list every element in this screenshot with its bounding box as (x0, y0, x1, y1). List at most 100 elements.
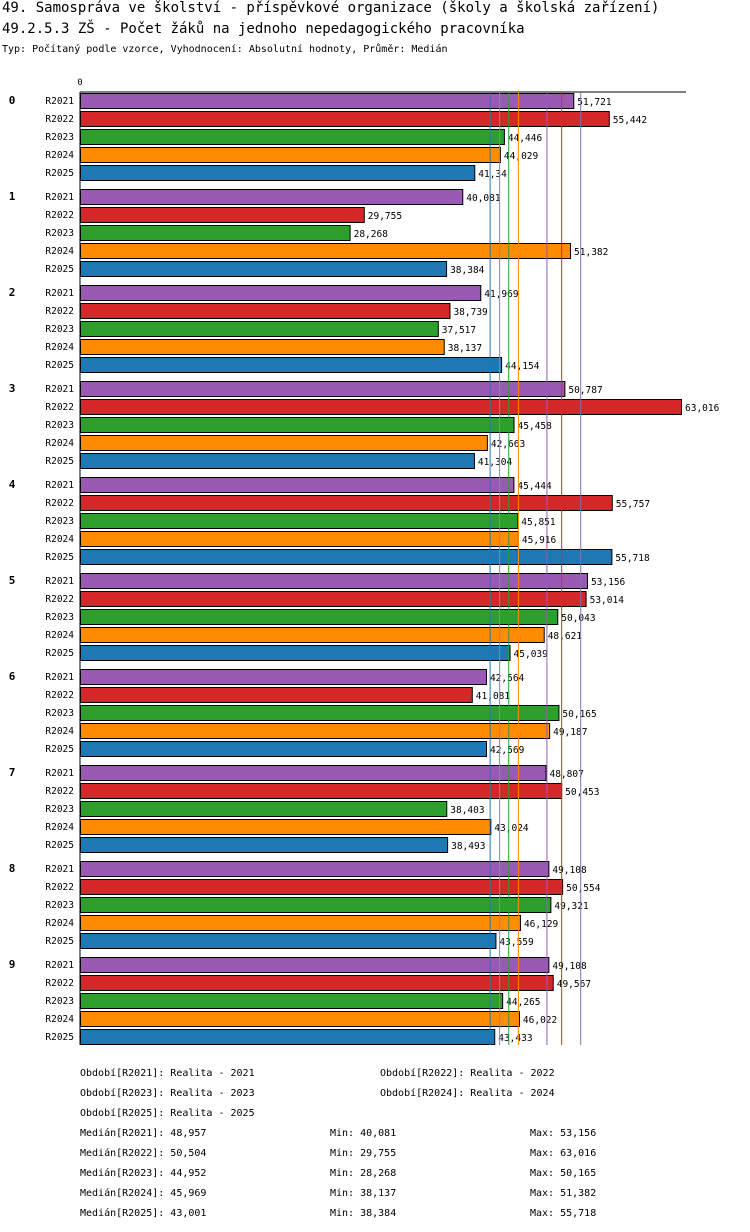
bar-value-label: 45,916 (522, 535, 557, 546)
bar-value-label: 45,444 (517, 481, 552, 492)
row-label: R2023 (45, 420, 74, 431)
bar-value-label: 53,156 (591, 577, 626, 588)
row-label: R2023 (45, 900, 74, 911)
legend-item-r2024: Období[R2024]: Realita - 2024 (380, 1088, 555, 1099)
bar (80, 1029, 496, 1045)
row-label: R2021 (45, 768, 74, 779)
bar-value-label: 43,433 (498, 1033, 532, 1044)
bar (80, 513, 519, 529)
bar-value-label: 63,016 (685, 403, 720, 414)
bar (80, 783, 563, 799)
bar-value-label: 50,165 (562, 709, 596, 720)
group-label: 6 (9, 670, 16, 683)
bar (80, 549, 613, 565)
group-label: 0 (9, 94, 16, 107)
row-label: R2023 (45, 708, 74, 719)
bar (80, 417, 515, 433)
legend-item-r2022: Období[R2022]: Realita - 2022 (380, 1068, 555, 1079)
row-label: R2022 (45, 786, 74, 797)
stat-min-r2024: Min: 38,137 (330, 1188, 397, 1199)
group-label: 7 (9, 766, 16, 779)
bar-value-label: 46,129 (524, 919, 559, 930)
stat-median-r2025: Medián[R2025]: 43,001 (80, 1208, 207, 1219)
row-label: R2024 (45, 726, 74, 737)
row-label: R2021 (45, 192, 74, 203)
row-label: R2021 (45, 864, 74, 875)
stat-max-r2021: Max: 53,156 (530, 1128, 597, 1139)
bar-value-label: 49,108 (552, 865, 587, 876)
group-label: 2 (9, 286, 16, 299)
row-label: R2024 (45, 534, 74, 545)
bar-value-label: 38,384 (450, 265, 485, 276)
row-label: R2022 (45, 690, 74, 701)
row-label: R2022 (45, 882, 74, 893)
stat-median-r2021: Medián[R2021]: 48,957 (80, 1128, 207, 1139)
group-label: 4 (9, 478, 16, 491)
bar-value-label: 44,265 (506, 997, 540, 1008)
bar (80, 573, 588, 589)
row-label: R2025 (45, 456, 74, 467)
bar (80, 381, 566, 397)
bar (80, 1011, 520, 1027)
bar-value-label: 53,014 (590, 595, 625, 606)
chart-meta: Typ: Počítaný podle vzorce, Vyhodnocení:… (2, 44, 448, 55)
bar (80, 957, 550, 973)
row-label: R2025 (45, 840, 74, 851)
bar-value-label: 41,969 (484, 289, 519, 300)
bar-value-label: 38,137 (448, 343, 482, 354)
bar (80, 801, 448, 817)
bar (80, 321, 439, 337)
row-label: R2024 (45, 1014, 74, 1025)
bar (80, 609, 559, 625)
bar-value-label: 41,34 (478, 169, 507, 180)
bar-value-label: 41,081 (476, 691, 511, 702)
bar-value-label: 44,446 (508, 133, 543, 144)
stat-min-r2022: Min: 29,755 (330, 1148, 397, 1159)
row-label: R2025 (45, 936, 74, 947)
bar (80, 837, 449, 853)
legend-item-r2021: Období[R2021]: Realita - 2021 (80, 1068, 255, 1079)
bar-value-label: 42,663 (491, 439, 525, 450)
bar (80, 861, 550, 877)
group-label: 1 (9, 190, 16, 203)
row-label: R2021 (45, 576, 74, 587)
row-label: R2025 (45, 360, 74, 371)
bar (80, 627, 545, 643)
bar-value-label: 51,721 (577, 97, 612, 108)
bar (80, 993, 504, 1009)
bar (80, 765, 547, 781)
bar-value-label: 49,567 (557, 979, 591, 990)
bar-value-label: 42,564 (490, 673, 525, 684)
row-label: R2021 (45, 960, 74, 971)
row-label: R2023 (45, 132, 74, 143)
bar-value-label: 55,718 (615, 553, 650, 564)
row-label: R2025 (45, 1032, 74, 1043)
bar-value-label: 55,757 (616, 499, 650, 510)
row-label: R2022 (45, 498, 74, 509)
chart-subtitle: 49.2.5.3 ZŠ - Počet žáků na jednoho nepe… (2, 21, 525, 37)
stat-max-r2022: Max: 63,016 (530, 1148, 597, 1159)
bar-value-label: 43,559 (499, 937, 534, 948)
bar (80, 819, 492, 835)
bar-value-label: 29,755 (368, 211, 402, 222)
stat-min-r2023: Min: 28,268 (330, 1168, 397, 1179)
bar-value-label: 40,081 (466, 193, 501, 204)
row-label: R2021 (45, 288, 74, 299)
row-label: R2025 (45, 648, 74, 659)
bar-value-label: 55,442 (613, 115, 647, 126)
group-label: 5 (9, 574, 16, 587)
bar-value-label: 44,029 (504, 151, 539, 162)
bar (80, 453, 475, 469)
bar-value-label: 43,024 (494, 823, 529, 834)
stat-min-r2025: Min: 38,384 (330, 1208, 397, 1219)
row-label: R2021 (45, 96, 74, 107)
bar-value-label: 41,304 (478, 457, 513, 468)
row-label: R2024 (45, 438, 74, 449)
bar (80, 591, 587, 607)
row-label: R2021 (45, 384, 74, 395)
bar (80, 495, 613, 511)
row-label: R2024 (45, 918, 74, 929)
bar (80, 243, 572, 259)
bar-value-label: 51,382 (574, 247, 608, 258)
